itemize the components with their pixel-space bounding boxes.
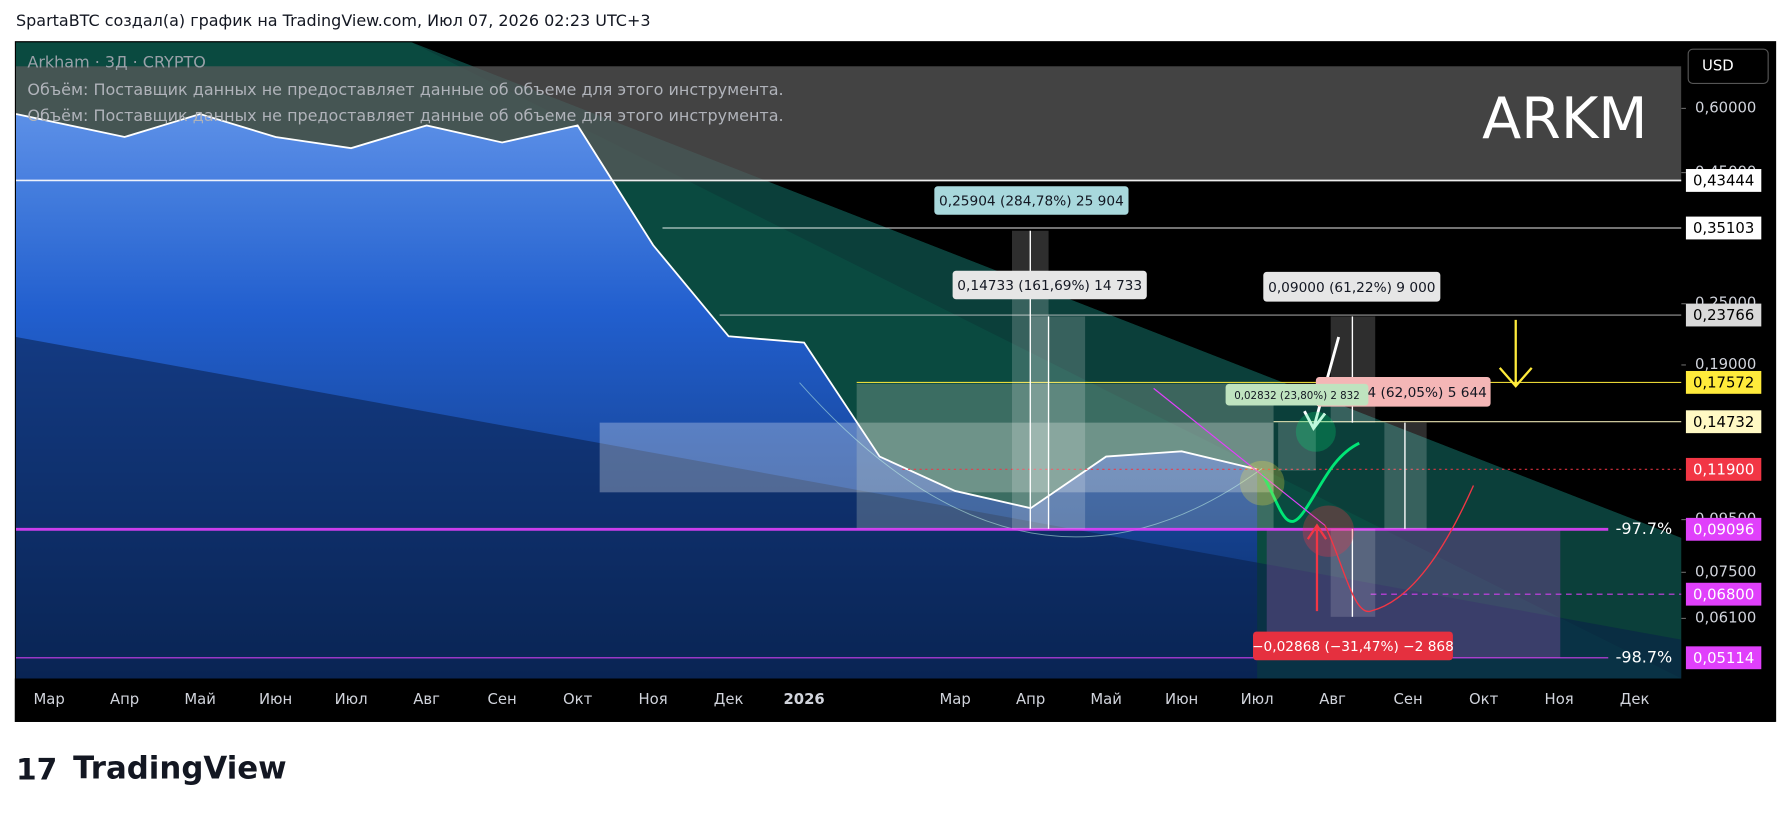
x-tick-label: Окт <box>1469 691 1499 708</box>
plot-area <box>15 42 1682 679</box>
y-tick-label: 0,07500 <box>1695 563 1756 580</box>
level-note: -97.7% <box>1616 519 1673 538</box>
overlay: USD0,600000,450000,250000,190000,095000,… <box>14 42 1776 722</box>
x-tick-label: Мар <box>33 691 64 708</box>
measure-bar <box>1030 316 1086 529</box>
trend-line <box>1153 387 1326 526</box>
time-axis <box>14 678 1682 722</box>
annotation-box <box>1225 383 1369 406</box>
annotation-label: 0,14733 (161,69%) 14 733 <box>957 278 1142 294</box>
annotation-box <box>1253 631 1453 661</box>
level-label: 0,23766 <box>1693 307 1754 324</box>
x-tick-label: Мар <box>939 691 970 708</box>
x-tick-label: Июн <box>1165 691 1198 708</box>
y-tick-label: 0,06100 <box>1695 609 1756 626</box>
channel-light <box>411 42 1682 679</box>
x-tick-label: 2026 <box>783 691 824 708</box>
level-note: -98.7% <box>1616 647 1673 666</box>
annotation-box <box>1263 271 1441 302</box>
volume-note: Объём: Поставщик данных не предоставляет… <box>27 106 783 125</box>
x-tick-label: Ноя <box>639 691 668 708</box>
level-label-bg <box>1685 303 1762 327</box>
symbol: Arkham · 3Д · CRYPTO <box>27 52 205 71</box>
level-label-bg <box>1685 216 1762 240</box>
level-label: 0,09096 <box>1693 521 1754 538</box>
footer-logo: TradingView <box>73 750 287 786</box>
red-arrow <box>1306 523 1328 612</box>
price-line <box>15 113 1258 510</box>
annotation-label: 0,02832 (23,80%) 2 832 <box>1234 390 1360 402</box>
level-label-bg <box>1685 646 1762 670</box>
green-path <box>1260 441 1360 523</box>
x-tick-label: Апр <box>1016 691 1045 708</box>
volume-note: Объём: Поставщик данных не предоставляет… <box>27 80 783 99</box>
marker-circle <box>1295 411 1336 452</box>
yellow-arrow <box>1498 319 1533 388</box>
level-label-bg <box>1685 410 1762 434</box>
measure-bar <box>1278 422 1316 471</box>
level-label: 0,14732 <box>1693 414 1754 431</box>
annotation-box <box>934 186 1129 215</box>
annotation-label: 0,09000 (61,22%) 9 000 <box>1268 280 1435 296</box>
level-label-bg <box>1685 457 1762 481</box>
level-label: 0,11900 <box>1693 461 1754 478</box>
level-label: 0,17572 <box>1693 375 1754 392</box>
annotation-label: −0,02868 (−31,47%) −2 868 <box>1252 639 1454 655</box>
header: SpartaBTC создал(а) график на TradingVie… <box>16 11 651 30</box>
chart-title: ARKM <box>1482 86 1647 152</box>
level-label-bg <box>1685 517 1762 541</box>
x-tick-label: Дек <box>714 691 744 708</box>
annotation-label: 0,25904 (284,78%) 25 904 <box>939 194 1124 210</box>
x-tick-label: Авг <box>1319 691 1346 708</box>
currency-box <box>1687 48 1769 84</box>
x-tick-label: Сен <box>1394 691 1423 708</box>
x-tick-label: Май <box>1090 691 1122 708</box>
y-tick-label: 0,19000 <box>1695 356 1756 373</box>
x-tick-label: Сен <box>488 691 517 708</box>
x-tick-label: Июн <box>259 691 292 708</box>
x-tick-label: Авг <box>413 691 440 708</box>
x-tick-label: Май <box>184 691 216 708</box>
marker-circle <box>1302 505 1355 557</box>
level-label-bg <box>1685 370 1762 394</box>
zone-box <box>599 422 1274 493</box>
level-label-bg <box>1685 582 1762 606</box>
level-label: 0,06800 <box>1693 586 1754 603</box>
marker-circle <box>1239 460 1285 506</box>
level-label-bg <box>1685 169 1762 192</box>
level-label: 0,43444 <box>1693 173 1754 190</box>
tv-logo-icon: 𝟭𝟳 <box>16 753 57 788</box>
arc <box>799 382 1263 538</box>
x-tick-label: Дек <box>1620 691 1650 708</box>
lower-channel <box>15 336 1682 679</box>
x-tick-label: Июл <box>335 691 368 708</box>
y-tick-label: 0,60000 <box>1695 99 1756 116</box>
x-tick-label: Ноя <box>1545 691 1574 708</box>
x-tick-label: Окт <box>563 691 593 708</box>
red-path <box>1324 485 1475 612</box>
x-tick-label: Июл <box>1241 691 1274 708</box>
x-tick-label: Апр <box>110 691 139 708</box>
level-label: 0,35103 <box>1693 220 1754 237</box>
level-label: 0,05114 <box>1693 650 1754 667</box>
annotation-box <box>952 270 1147 300</box>
currency: USD <box>1702 57 1734 74</box>
